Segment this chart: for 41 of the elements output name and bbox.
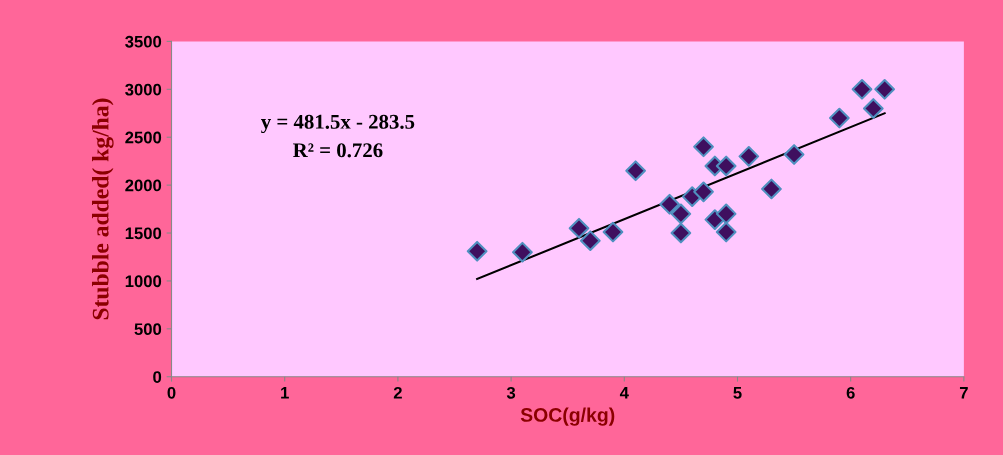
x-tick-label: 7 [959, 387, 968, 399]
point [512, 241, 533, 263]
y-tick-label: 2500 [125, 131, 162, 144]
x-tick-label: 3 [506, 386, 516, 399]
point [783, 144, 805, 165]
y-tick-label: 0 [153, 371, 162, 383]
point [693, 136, 714, 158]
point [874, 78, 895, 100]
annotation: y = 481.5x - 283.5 [261, 114, 415, 134]
point [659, 193, 680, 215]
x-tick-label: 0 [167, 386, 176, 399]
point [715, 155, 737, 177]
point [738, 146, 760, 167]
point [715, 203, 737, 225]
point [466, 240, 488, 262]
point [602, 221, 624, 243]
point [761, 178, 782, 200]
x-axis-title: SOC(g/kg) [520, 407, 615, 426]
point [829, 107, 850, 129]
x-tick-label: 5 [733, 387, 742, 399]
point [862, 98, 884, 119]
y-tick-label: 500 [134, 323, 162, 336]
y-tick-label: 1000 [125, 275, 162, 288]
x-tick-label: 4 [619, 387, 629, 399]
point [568, 217, 590, 239]
x-tick-label: 6 [846, 386, 855, 399]
point [579, 230, 601, 252]
point [715, 221, 737, 243]
point [670, 203, 692, 225]
point [625, 160, 646, 182]
y-axis-title: Stubble added( kg/ha) [92, 98, 114, 320]
x-tick-label: 2 [393, 386, 402, 399]
point [670, 222, 692, 244]
y-tick-label: 3000 [125, 83, 162, 96]
annotation: R² = 0.726 [293, 143, 383, 158]
point [693, 181, 714, 203]
y-tick-label: 2000 [125, 179, 162, 192]
y-tick-label: 1500 [125, 227, 162, 240]
y-tick-label: 3500 [125, 35, 162, 48]
point [851, 78, 873, 100]
x-tick-label: 1 [281, 387, 289, 399]
